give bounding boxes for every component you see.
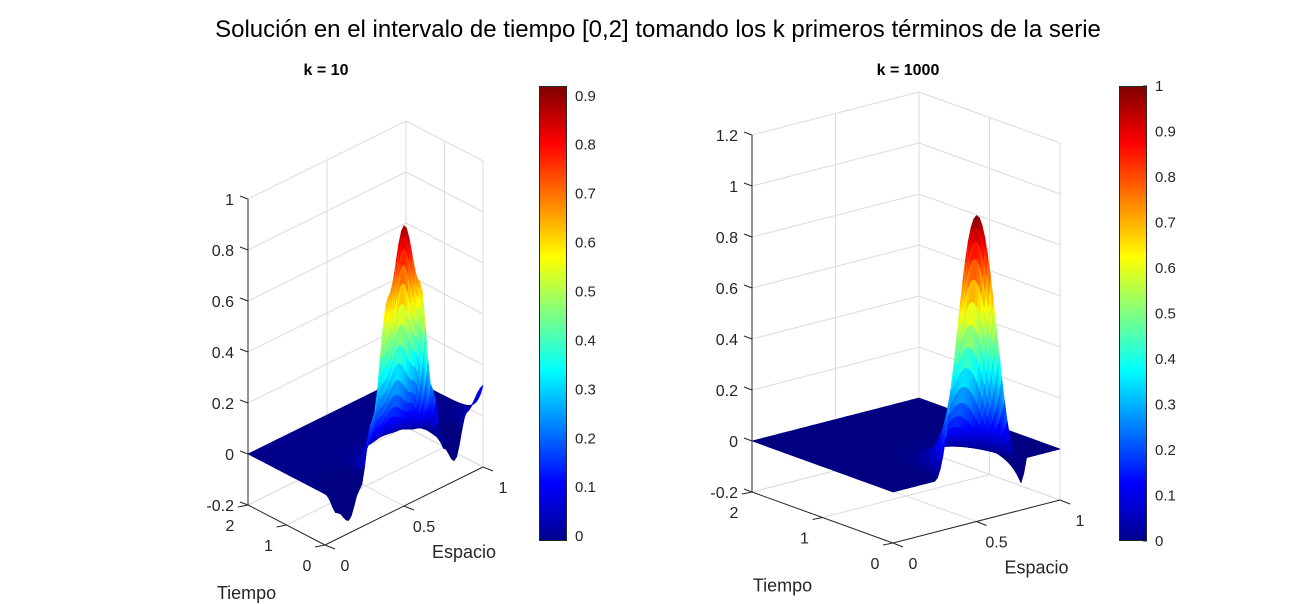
z-tick-label: 0.8: [212, 243, 234, 260]
tiempo-tick: [237, 504, 249, 508]
z-tick-label: 0: [225, 447, 234, 464]
z-tick-label: 0: [729, 434, 738, 451]
tiempo-tick: [882, 542, 894, 546]
tiempo-tick-label: 2: [226, 518, 235, 535]
colorbar-k1000: [1119, 86, 1147, 541]
colorbar-tick-label: 0.1: [575, 479, 596, 496]
espacio-tick: [892, 542, 904, 548]
colorbar-tick-label: 0.9: [575, 88, 596, 105]
colorbar-tick-label: 0: [1155, 533, 1163, 550]
z-tick-label: -0.2: [710, 485, 738, 502]
espacio-tick-label: 0.5: [985, 535, 1007, 552]
surface-patch: [327, 494, 331, 502]
z-tick-label: 1: [225, 192, 234, 209]
espacio-tick-label: 0: [909, 556, 918, 573]
espacio-tick: [976, 521, 987, 526]
surface: [247, 225, 484, 521]
z-tick: [743, 233, 753, 238]
colorbar-tick-label: 0.7: [1155, 215, 1176, 232]
z-tick-label: 0.6: [212, 294, 234, 311]
grid-line: [822, 474, 990, 518]
z-tick-label: 1.2: [716, 128, 738, 145]
espacio-tick: [324, 544, 336, 550]
colorbar-tick-label: 0.8: [575, 137, 596, 154]
tiempo-tick-label: 1: [800, 531, 809, 548]
z-tick: [743, 182, 753, 187]
z-tick: [743, 386, 753, 391]
surface-patch: [324, 493, 328, 496]
tiempo-tick-label: 0: [871, 556, 880, 573]
z-tick-label: -0.2: [206, 498, 234, 515]
z-tick-label: 0.2: [212, 396, 234, 413]
espacio-tick-label: 1: [1076, 513, 1085, 530]
espacio-axis-label: Espacio: [1004, 558, 1068, 578]
z-tick: [239, 501, 249, 506]
z-tick: [239, 399, 249, 404]
colorbar-tick-label: 0.6: [575, 235, 596, 252]
espacio-tick: [482, 466, 494, 472]
z-tick: [743, 437, 753, 442]
espacio-tick-label: 0.5: [413, 519, 435, 536]
colorbar-tick-label: 0.1: [1155, 488, 1176, 505]
colorbar-k10: [539, 86, 567, 541]
tiempo-tick: [741, 491, 753, 495]
z-tick: [743, 131, 753, 136]
colorbar-tick-label: 1: [1155, 78, 1163, 95]
surface-patch: [335, 511, 339, 514]
z-tick: [239, 450, 249, 455]
colorbar-tick-label: 0.8: [1155, 169, 1176, 186]
colorbar-tick-label: 0.2: [1155, 442, 1176, 459]
subplot-title-k10: k = 10: [303, 62, 349, 79]
espacio-tick: [403, 505, 415, 511]
colorbar-tick-label: 0.4: [1155, 351, 1176, 368]
z-tick-label: 0.4: [716, 332, 738, 349]
z-tick-label: 0.6: [716, 281, 738, 298]
z-tick-label: 0.8: [716, 230, 738, 247]
z-tick: [239, 246, 249, 251]
z-tick: [743, 284, 753, 289]
tiempo-tick: [314, 544, 326, 548]
espacio-tick-label: 1: [499, 480, 508, 497]
grid-line: [286, 446, 445, 526]
z-tick: [239, 297, 249, 302]
colorbar-tick-label: 0.5: [1155, 306, 1176, 323]
surface-patch: [345, 519, 350, 521]
axes-k10: -0.2 0 0.2 0.4 0.6 0.8 1 0 1 2 0 0.5 1 Tiempo Espacio 0…: [206, 88, 595, 603]
axes-k1000: -0.2 0 0.2 0.4 0.6 0.8 1 1.2 0 1 2 0 0.5 1 Tiempo Espac…: [710, 78, 1175, 596]
tiempo-axis-label: Tiempo: [753, 576, 812, 596]
surface: [751, 215, 1061, 493]
figure-title: Solución en el intervalo de tiempo [0,2]…: [215, 16, 1101, 43]
tiempo-tick-label: 0: [303, 558, 312, 575]
z-tick: [239, 195, 249, 200]
z-tick: [743, 335, 753, 340]
colorbar-tick-label: 0.2: [575, 430, 596, 447]
z-tick: [743, 488, 753, 493]
z-tick-label: 0.4: [212, 345, 234, 362]
tiempo-tick-label: 1: [264, 538, 273, 555]
colorbar-tick-label: 0.5: [575, 283, 596, 300]
espacio-axis-label: Espacio: [432, 542, 496, 562]
colorbar-tick-label: 0.4: [575, 332, 596, 349]
colorbar-tick-label: 0.3: [575, 381, 596, 398]
z-tick-label: 1: [729, 179, 738, 196]
tiempo-tick: [276, 524, 287, 528]
espacio-tick: [1059, 499, 1071, 505]
colorbar-tick-label: 0: [575, 528, 583, 545]
tiempo-axis-label: Tiempo: [217, 583, 276, 603]
colorbar-tick-label: 0.7: [575, 186, 596, 203]
z-tick: [239, 348, 249, 353]
colorbar-tick-label: 0.3: [1155, 397, 1176, 414]
z-tick-label: 0.2: [716, 383, 738, 400]
tiempo-tick-label: 2: [730, 505, 739, 522]
colorbar-tick-label: 0.6: [1155, 260, 1176, 277]
espacio-tick-label: 0: [341, 558, 350, 575]
subplot-title-k1000: k = 1000: [876, 62, 940, 79]
tiempo-tick: [812, 517, 823, 520]
colorbar-tick-label: 0.9: [1155, 124, 1176, 141]
